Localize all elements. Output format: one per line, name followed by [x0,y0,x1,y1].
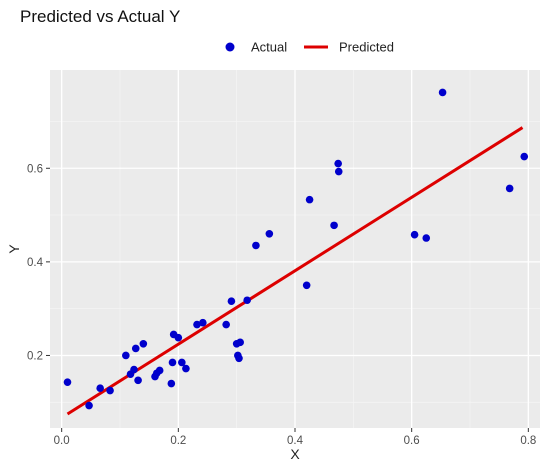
actual-point [106,386,114,395]
actual-point [305,195,314,204]
gridlines [50,70,540,428]
actual-point [243,296,251,305]
actual-point [122,351,130,360]
actual-point [222,320,230,329]
axis-ticks: 0.0 0.2 0.4 0.6 0.8 0.2 0.4 0.6 [27,163,536,447]
x-tick-label: 0.2 [170,435,186,447]
actual-point [235,354,243,363]
y-tick-label: 0.2 [27,350,43,362]
predicted-line-layer [66,126,524,416]
actual-point [130,365,138,374]
actual-point [174,333,183,342]
x-tick-label: 0.8 [520,435,536,447]
legend-actual-label: Actual [251,40,287,55]
actual-point [410,230,419,239]
x-tick-label: 0.0 [54,435,70,447]
actual-point [438,88,447,97]
chart-title: Predicted vs Actual Y [20,7,180,26]
actual-point [168,358,177,367]
actual-point [134,376,142,385]
actual-point [182,364,190,373]
actual-point [96,384,104,393]
actual-point [167,379,176,388]
actual-point [302,281,311,290]
actual-point [178,358,186,367]
actual-point [330,221,338,230]
actual-point [265,229,274,238]
actual-point [227,297,236,305]
actual-point [85,401,93,410]
legend: Actual Predicted [225,40,394,55]
actual-point [139,339,148,348]
y-tick-label: 0.6 [27,163,43,175]
actual-point [505,184,514,193]
actual-point [199,318,207,327]
actual-point [422,234,431,242]
y-axis-title: Y [6,244,22,254]
actual-point [252,241,260,250]
actual-point [193,320,201,329]
x-tick-label: 0.6 [404,435,420,447]
actual-points-layer [63,88,529,410]
actual-point [131,344,140,353]
y-tick-label: 0.4 [27,257,44,269]
x-tick-label: 0.4 [287,435,304,447]
actual-point [520,152,529,161]
legend-actual-marker [225,42,235,52]
legend-predicted-label: Predicted [339,40,394,55]
actual-point [334,159,342,168]
actual-point [155,366,164,375]
actual-point [63,378,72,386]
actual-point [236,338,244,347]
actual-point [334,167,343,176]
x-axis-title: X [290,446,300,462]
predicted-line [66,126,524,416]
